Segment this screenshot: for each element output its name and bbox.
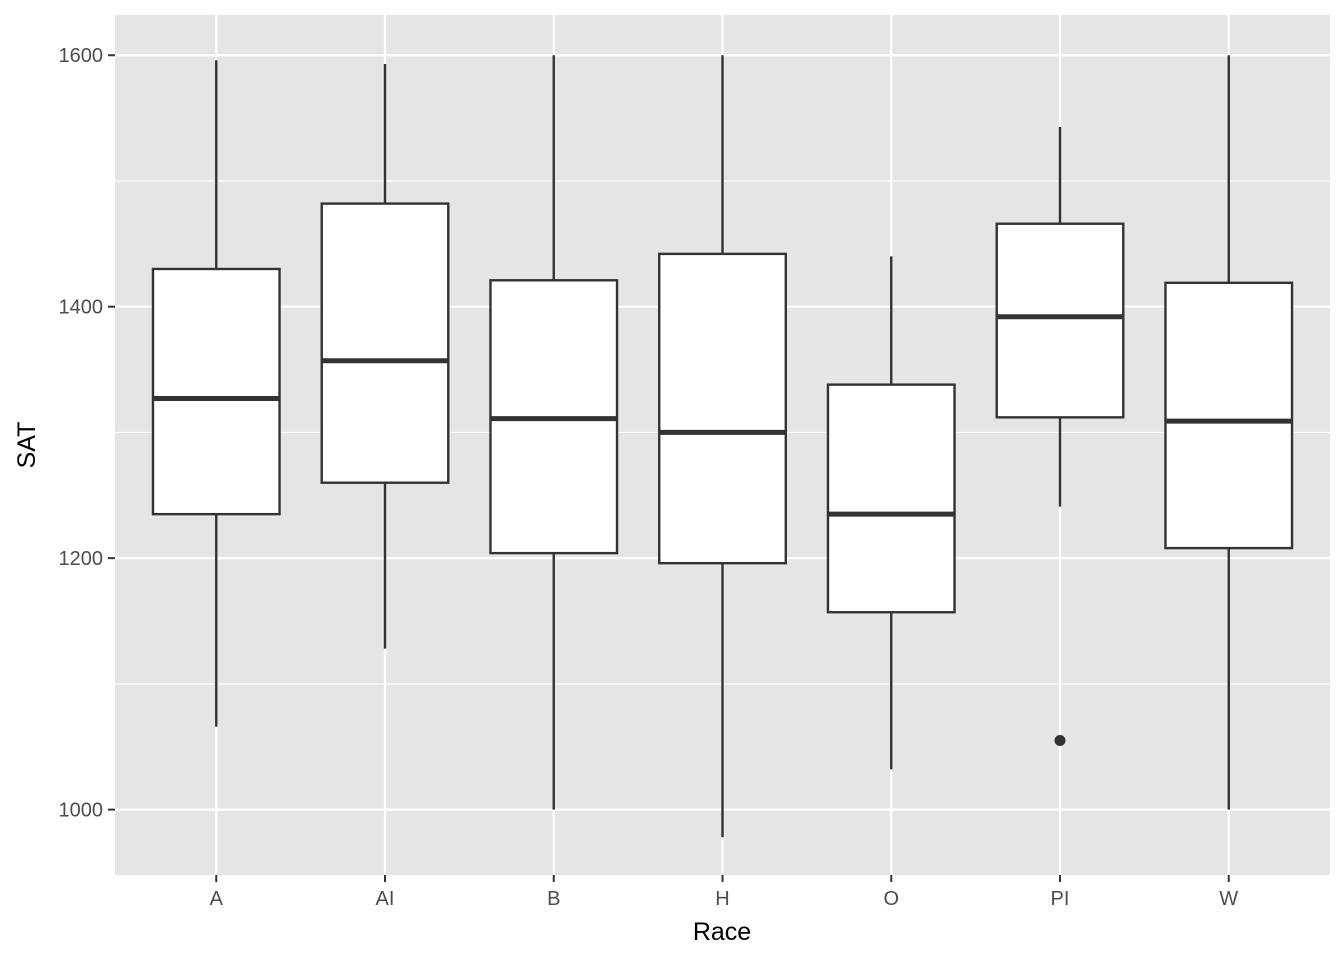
x-tick-label: AI	[376, 888, 395, 910]
box-group-w	[1164, 55, 1294, 810]
box-group-h	[658, 55, 787, 838]
y-axis: 1000 1200 1400 1600	[59, 45, 115, 822]
box-iqr	[826, 383, 956, 614]
x-tick-label: PI	[1051, 888, 1070, 910]
box-iqr	[995, 222, 1125, 419]
box-group-ai	[320, 64, 450, 649]
y-tick-label: 1000	[59, 800, 104, 822]
box-group-b	[489, 55, 619, 810]
box-group-pi	[995, 126, 1125, 746]
y-tick-label: 1400	[59, 297, 104, 319]
box-iqr	[1164, 281, 1294, 550]
box-group-a	[151, 60, 281, 727]
outlier-point	[1054, 734, 1066, 746]
x-tick-label: A	[210, 888, 224, 910]
box-iqr	[658, 252, 787, 565]
x-tick-label: W	[1219, 888, 1238, 910]
x-axis: A AI B H O PI W	[210, 875, 1238, 910]
boxes	[151, 55, 1294, 838]
y-axis-title: SAT	[13, 422, 41, 469]
y-tick-label: 1600	[59, 45, 104, 67]
box-iqr	[151, 267, 281, 516]
y-tick-label: 1200	[59, 548, 104, 570]
x-tick-label: H	[715, 888, 729, 910]
x-tick-label: B	[547, 888, 560, 910]
x-axis-title: Race	[693, 918, 751, 946]
box-iqr	[320, 202, 450, 484]
box-group-o	[826, 256, 956, 770]
x-tick-label: O	[883, 888, 899, 910]
